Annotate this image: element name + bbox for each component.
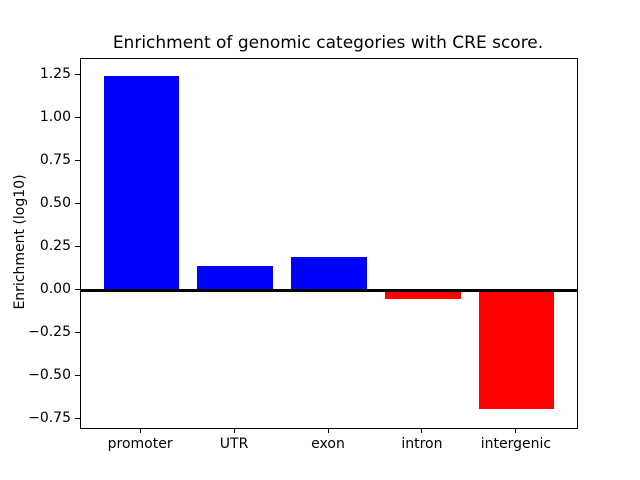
x-tick-label-exon: exon (311, 436, 345, 452)
y-tick-label: −0.75 (28, 410, 71, 427)
y-tick-mark (75, 289, 80, 291)
y-tick-label: 0.50 (39, 194, 71, 211)
bar-intron (385, 290, 461, 299)
x-tick-label-UTR: UTR (219, 436, 249, 452)
x-tick-label-intron: intron (401, 436, 443, 452)
x-tick-mark (139, 428, 141, 433)
plot-area (80, 58, 578, 429)
y-tick-label: 0.25 (39, 237, 71, 254)
y-tick-label: −0.25 (28, 324, 71, 341)
x-tick-label-promoter: promoter (107, 436, 173, 452)
bar-intergenic (479, 290, 555, 410)
x-tick-label-intergenic: intergenic (480, 436, 552, 452)
y-tick-label: 0.75 (39, 151, 71, 168)
y-tick-mark (75, 73, 80, 75)
chart-title: Enrichment of genomic categories with CR… (112, 33, 544, 53)
x-tick-mark (515, 428, 517, 433)
y-tick-mark (75, 375, 80, 377)
y-tick-mark (75, 202, 80, 204)
y-tick-mark (75, 418, 80, 420)
y-tick-mark (75, 116, 80, 118)
bar-exon (291, 257, 367, 291)
y-tick-label: 0.00 (39, 281, 71, 298)
y-tick-label: 1.00 (39, 108, 71, 125)
y-tick-mark (75, 332, 80, 334)
y-tick-label: −0.50 (28, 367, 71, 384)
bar-promoter (103, 76, 179, 291)
x-tick-mark (327, 428, 329, 433)
zero-line (81, 288, 577, 292)
x-tick-mark (421, 428, 423, 433)
y-tick-mark (75, 245, 80, 247)
y-tick-label: 1.25 (39, 65, 71, 82)
y-tick-mark (75, 159, 80, 161)
x-tick-mark (233, 428, 235, 433)
bar-UTR (197, 265, 273, 291)
